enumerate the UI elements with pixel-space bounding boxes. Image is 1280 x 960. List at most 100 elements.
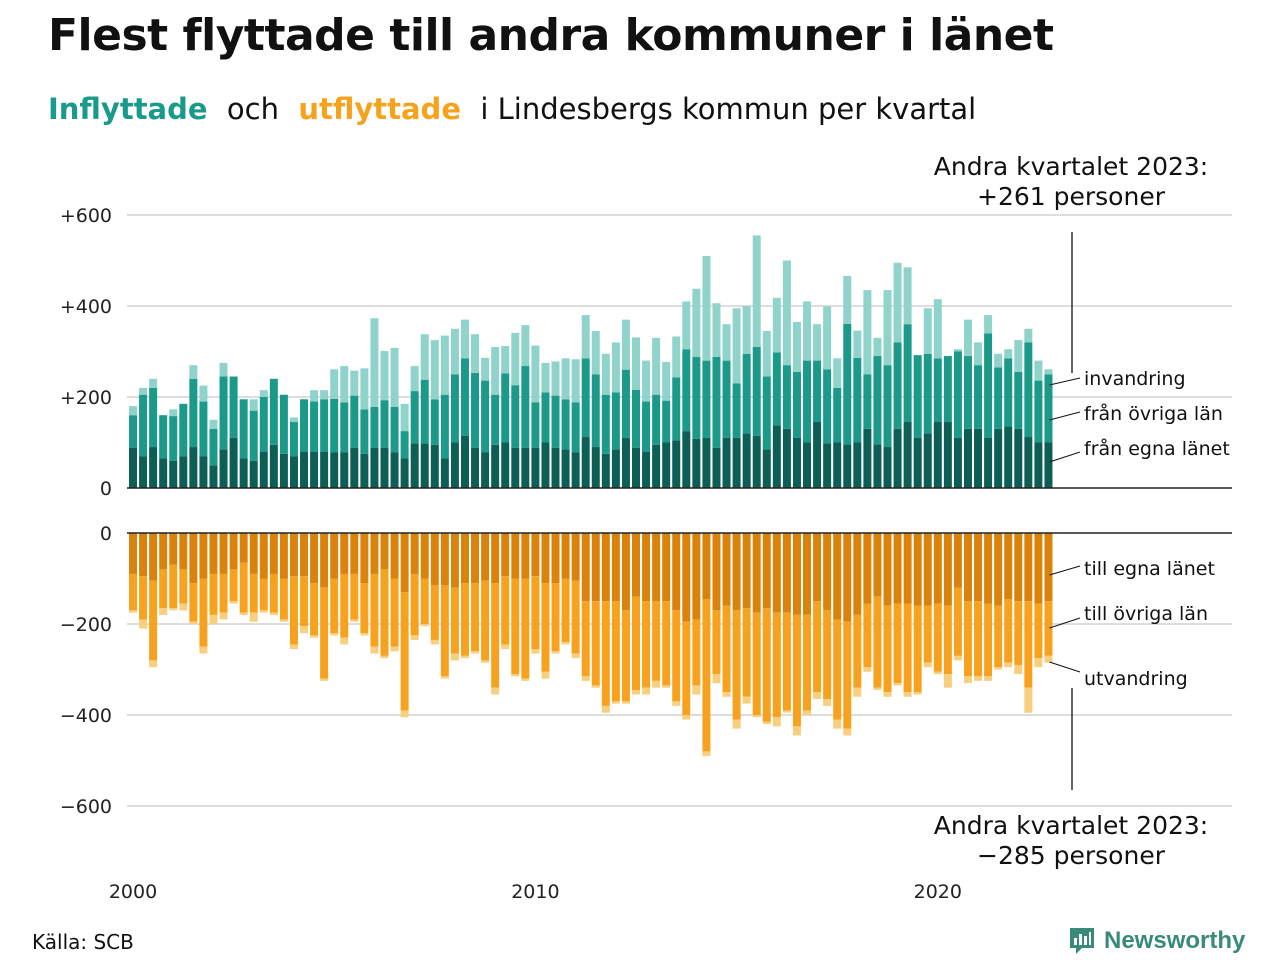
bar-out-emigration: [279, 619, 288, 622]
bar-out-own-county: [722, 533, 731, 606]
bar-out-emigration: [863, 667, 872, 672]
bar-out-own-county: [501, 533, 510, 577]
bar-out-other-counties: [692, 619, 701, 686]
bar-in-other-counties: [380, 400, 389, 448]
bar-out-own-county: [310, 533, 319, 584]
bar-in-other-counties: [813, 360, 822, 423]
bar-in-other-counties: [611, 392, 620, 450]
bar-out-own-county: [259, 533, 268, 579]
y-tick-label-bottom: −200: [60, 614, 112, 636]
bar-in-immigration: [551, 361, 560, 396]
bar-out-emigration: [320, 678, 329, 681]
bar-out-own-county: [289, 533, 298, 577]
annotation-top-line2: +261 personer: [977, 182, 1166, 211]
bar-out-emigration: [984, 676, 993, 681]
bar-out-other-counties: [813, 601, 822, 693]
bar-out-emigration: [340, 637, 349, 645]
bar-out-emigration: [400, 710, 409, 718]
bar-out-emigration: [159, 608, 168, 615]
bar-in-other-counties: [430, 399, 439, 445]
bar-in-other-counties: [159, 415, 168, 459]
bar-out-emigration: [672, 701, 681, 706]
bar-in-own-county: [330, 452, 339, 488]
bar-in-other-counties: [460, 358, 469, 436]
bar-in-own-county: [1024, 437, 1033, 488]
bar-out-other-counties: [360, 583, 369, 634]
bar-out-emigration: [501, 644, 510, 650]
bar-out-emigration: [974, 676, 983, 681]
bar-out-other-counties: [712, 610, 721, 675]
bar-in-other-counties: [732, 383, 741, 438]
bar-in-other-counties: [541, 392, 550, 443]
bar-in-immigration: [621, 319, 630, 370]
bar-out-other-counties: [450, 587, 459, 654]
bar-in-other-counties: [782, 365, 791, 429]
bar-out-emigration: [239, 612, 248, 615]
bar-in-other-counties: [350, 395, 359, 448]
bar-out-emigration: [652, 680, 661, 688]
bar-out-other-counties: [199, 578, 208, 647]
bar-in-other-counties: [511, 385, 520, 448]
bar-out-own-county: [581, 533, 590, 602]
bar-out-own-county: [360, 533, 369, 584]
subtitle-rest: i Lindesbergs kommun per kvartal: [480, 92, 977, 126]
bar-out-emigration: [772, 717, 781, 727]
bar-out-other-counties: [732, 610, 741, 720]
bar-out-other-counties: [259, 578, 268, 611]
bar-out-own-county: [953, 533, 962, 588]
bar-in-other-counties: [330, 398, 339, 453]
bar-in-own-county: [531, 447, 540, 488]
bar-out-own-county: [672, 533, 681, 611]
bar-in-immigration: [259, 390, 268, 397]
bar-out-other-counties: [974, 601, 983, 677]
bar-in-own-county: [450, 442, 459, 488]
bar-in-other-counties: [652, 394, 661, 445]
bar-in-own-county: [722, 437, 731, 488]
bar-in-other-counties: [410, 391, 419, 444]
bar-out-emigration: [843, 728, 852, 736]
bar-in-own-county: [289, 456, 298, 488]
bar-in-own-county: [269, 444, 278, 488]
bar-out-other-counties: [1024, 601, 1033, 688]
bar-in-other-counties: [390, 407, 399, 453]
bar-out-own-county: [611, 533, 620, 602]
bar-in-own-county: [732, 437, 741, 488]
bar-in-immigration: [813, 324, 822, 361]
bar-in-own-county: [380, 447, 389, 488]
bar-in-immigration: [531, 345, 540, 403]
bar-out-own-county: [943, 533, 952, 606]
bar-out-other-counties: [279, 578, 288, 620]
bar-out-emigration: [833, 719, 842, 729]
bar-out-own-county: [843, 533, 852, 622]
bar-in-own-county: [239, 458, 248, 488]
bar-in-immigration: [611, 342, 620, 393]
bar-in-other-counties: [883, 365, 892, 448]
bar-out-emigration: [1014, 664, 1023, 675]
bar-out-emigration: [149, 660, 158, 668]
brand-name: Newsworthy: [1104, 927, 1246, 954]
bar-in-own-county: [672, 440, 681, 488]
bar-out-own-county: [883, 533, 892, 606]
bar-out-emigration: [491, 687, 500, 695]
bar-out-other-counties: [843, 621, 852, 729]
bar-in-immigration: [672, 336, 681, 378]
bar-out-own-county: [139, 533, 148, 577]
bar-in-immigration: [380, 351, 389, 401]
bar-out-other-counties: [269, 573, 278, 613]
bar-in-other-counties: [471, 372, 480, 448]
bar-out-other-counties: [601, 601, 610, 706]
bar-in-other-counties: [420, 379, 429, 444]
bar-out-emigration: [561, 642, 570, 645]
bar-in-immigration: [853, 330, 862, 358]
bar-in-immigration: [632, 337, 640, 390]
bar-out-other-counties: [682, 621, 691, 715]
bar-in-own-county: [652, 444, 661, 488]
subtitle-inflyttade: Inflyttade: [48, 92, 208, 126]
bar-out-own-county: [803, 533, 812, 615]
bar-out-other-counties: [803, 614, 812, 711]
bar-out-own-county: [199, 533, 208, 579]
bar-out-emigration: [420, 624, 429, 627]
bar-in-other-counties: [742, 353, 751, 434]
bar-out-other-counties: [621, 610, 630, 702]
bar-in-own-county: [1044, 442, 1053, 488]
